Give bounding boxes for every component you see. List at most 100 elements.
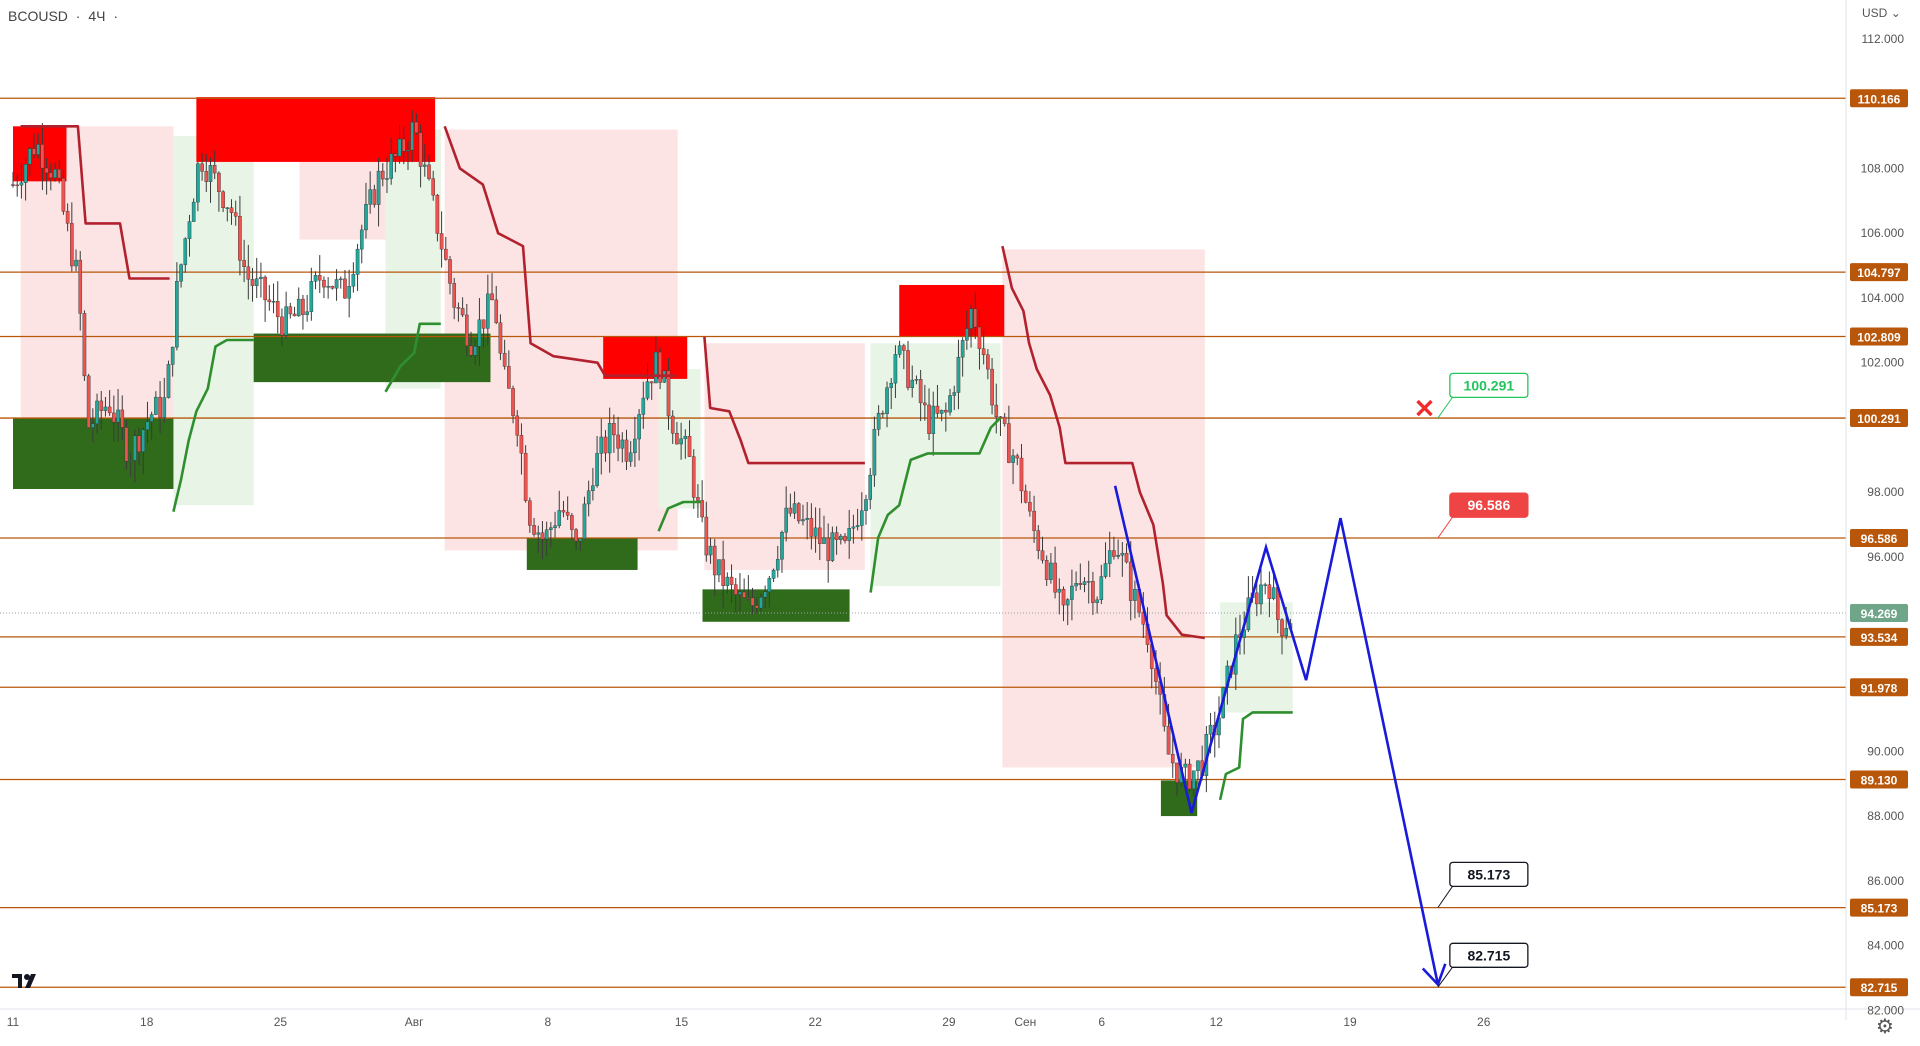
candle-body — [847, 528, 851, 541]
callout-pointer — [1437, 884, 1455, 908]
time-axis[interactable]: 11 18 25 Авг 8 15 22 29 Сен 6 12 19 26 — [7, 1015, 1491, 1029]
candle-body — [187, 221, 192, 239]
candle-body — [183, 238, 188, 265]
time-tick-label: 26 — [1477, 1015, 1491, 1029]
candle-body — [838, 535, 843, 540]
candle-body — [401, 138, 406, 152]
level-price-tag[interactable] — [1850, 627, 1908, 646]
symbol-title[interactable]: BCOUSD · 4Ч · — [8, 8, 122, 24]
candle-body — [973, 308, 978, 328]
candle-body — [154, 396, 158, 415]
uptrend-shade — [173, 136, 254, 506]
candle-body — [406, 149, 410, 152]
candle-body — [843, 535, 847, 541]
candle-body — [620, 439, 625, 449]
candle-body — [1208, 724, 1213, 735]
level-price-tag[interactable] — [1850, 978, 1908, 997]
projection-line[interactable] — [1113, 485, 1440, 985]
currency-selector[interactable]: USD ⌄ — [1862, 6, 1901, 20]
candle-body — [170, 346, 175, 365]
candle-body — [637, 414, 641, 440]
candle-body — [284, 306, 288, 336]
candle-body — [893, 354, 898, 384]
candle-body — [864, 499, 868, 511]
price-tick-label: 82.000 — [1867, 1003, 1904, 1017]
candle-body — [444, 248, 448, 260]
candle-body — [1086, 581, 1091, 583]
candle-body — [885, 387, 889, 415]
callout-box[interactable] — [1449, 492, 1529, 518]
candle-body — [666, 370, 671, 417]
callout-box[interactable] — [1449, 942, 1529, 968]
uptrend-shade — [870, 343, 1001, 587]
candle-body — [141, 429, 146, 452]
price-tick-label: 106.000 — [1861, 226, 1905, 240]
level-price-tag[interactable] — [1850, 263, 1908, 282]
candle-body — [460, 308, 465, 316]
candle-body — [1191, 770, 1196, 790]
candle-body — [1036, 530, 1041, 551]
level-price-label: 91.978 — [1861, 681, 1898, 695]
candle-body — [1267, 584, 1272, 599]
price-tick-label: 90.000 — [1867, 744, 1904, 758]
candle-body — [250, 279, 255, 286]
candle-body — [11, 184, 15, 186]
candle-body — [746, 597, 751, 599]
level-price-tag[interactable] — [1850, 89, 1908, 108]
candle-body — [179, 264, 183, 282]
candle-body — [1280, 619, 1284, 637]
level-price-tag[interactable] — [1850, 327, 1908, 346]
candle-body — [477, 319, 482, 347]
candle-body — [771, 569, 776, 579]
candle-body — [1023, 490, 1028, 503]
candle-body — [1183, 763, 1188, 768]
trail-down-line — [20, 125, 170, 280]
candle-body — [330, 286, 335, 289]
projection-path[interactable] — [1113, 485, 1447, 987]
level-price-tag[interactable] — [1850, 678, 1908, 697]
price-tick-label: 84.000 — [1867, 939, 1904, 953]
candle-body — [397, 138, 402, 157]
candle-body — [376, 170, 381, 205]
candle-body — [775, 559, 780, 571]
current-price-tag[interactable] — [1850, 604, 1908, 623]
candle-body — [1128, 561, 1133, 601]
candle-body — [691, 456, 696, 498]
tradingview-logo-icon[interactable] — [10, 970, 46, 996]
level-price-tag[interactable] — [1850, 898, 1908, 917]
candle-body — [465, 314, 469, 347]
candle-body — [654, 351, 658, 384]
level-price-label: 102.809 — [1857, 331, 1901, 345]
gear-icon[interactable]: ⚙ — [1876, 1014, 1894, 1038]
candle-body — [792, 503, 797, 514]
candle-body — [469, 345, 473, 356]
callout-box[interactable] — [1449, 372, 1529, 399]
candle-body — [944, 409, 948, 413]
level-price-tag[interactable] — [1850, 770, 1908, 789]
time-tick-label: 22 — [809, 1015, 823, 1029]
candle-body — [683, 436, 688, 439]
candle-body — [507, 366, 511, 389]
price-axis[interactable]: 82.000 84.000 86.000 88.000 90.000 96.000 98.0… — [1850, 32, 1908, 1018]
time-tick-label: 18 — [140, 1015, 154, 1029]
time-tick-label: 8 — [544, 1015, 551, 1029]
candle-body — [679, 438, 683, 445]
candle-body — [149, 414, 154, 422]
candle-body — [91, 423, 95, 428]
x-mark-icon — [1416, 399, 1433, 417]
candle-body — [208, 164, 213, 182]
candle-body — [502, 353, 507, 367]
candle-body — [687, 436, 692, 457]
level-price-tag[interactable] — [1850, 529, 1908, 548]
price-callouts[interactable]: 100.291 96.586 85.173 82.715 — [1416, 372, 1529, 988]
candle-body — [540, 532, 545, 540]
callout-box[interactable] — [1449, 861, 1529, 888]
candle-body — [368, 189, 372, 205]
candle-body — [965, 328, 969, 341]
candle-body — [82, 313, 87, 377]
candle-body — [1133, 589, 1137, 601]
horizontal-levels[interactable] — [0, 97, 1846, 988]
candle-body — [1112, 550, 1116, 557]
level-price-tag[interactable] — [1850, 409, 1908, 428]
